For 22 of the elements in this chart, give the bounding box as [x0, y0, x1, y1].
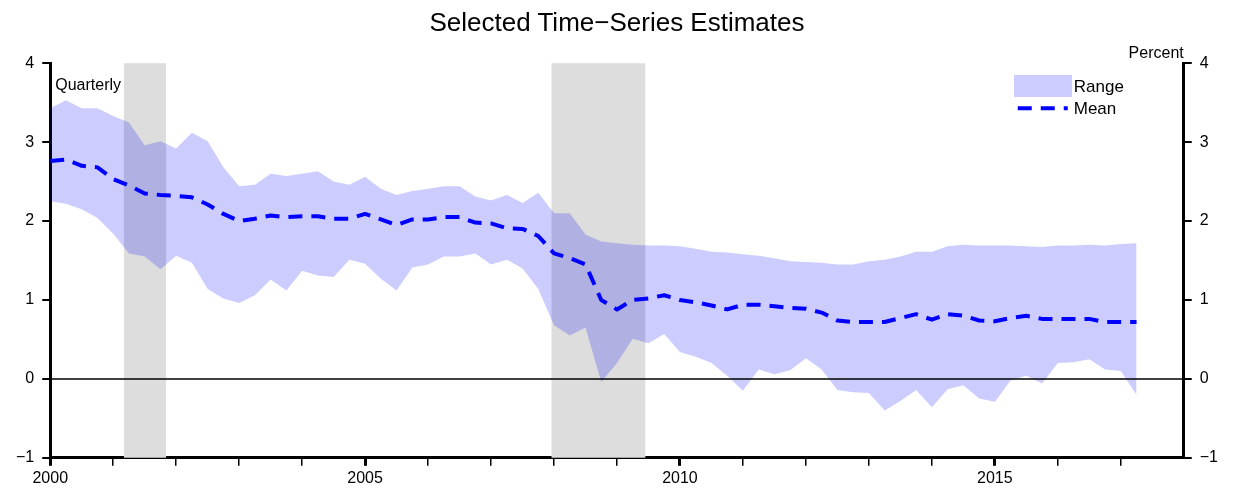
y-tick-label: 3 — [25, 132, 35, 150]
legend-label: Mean — [1073, 98, 1117, 118]
y2-tick-label: 3 — [1199, 132, 1209, 150]
y2-axis-title: Percent — [1128, 43, 1185, 61]
chart-title: Selected Time−Series Estimates — [429, 6, 805, 37]
y2-tick-label: 2 — [1199, 211, 1209, 229]
y-tick-label: 2 — [25, 211, 35, 229]
annotation: Range — [1073, 76, 1124, 96]
y-tick-label: −1 — [15, 448, 35, 466]
x-tick-label: 2015 — [977, 468, 1013, 486]
x-tick-label: 2000 — [32, 468, 69, 486]
annotation: Quarterly — [55, 75, 122, 93]
x-tick-label: 2005 — [347, 468, 384, 486]
y2-tick-label: 4 — [1199, 53, 1209, 71]
y-tick-label: 1 — [25, 290, 35, 308]
y2-tick-label: 1 — [1199, 290, 1209, 308]
x-tick-label: 2010 — [662, 468, 698, 486]
y2-tick-label: 0 — [1199, 369, 1209, 387]
line-series — [50, 157, 1139, 325]
y-tick-label: 4 — [25, 53, 35, 71]
y-tick-label: 0 — [25, 369, 35, 387]
y2-tick-label: −1 — [1199, 448, 1219, 466]
